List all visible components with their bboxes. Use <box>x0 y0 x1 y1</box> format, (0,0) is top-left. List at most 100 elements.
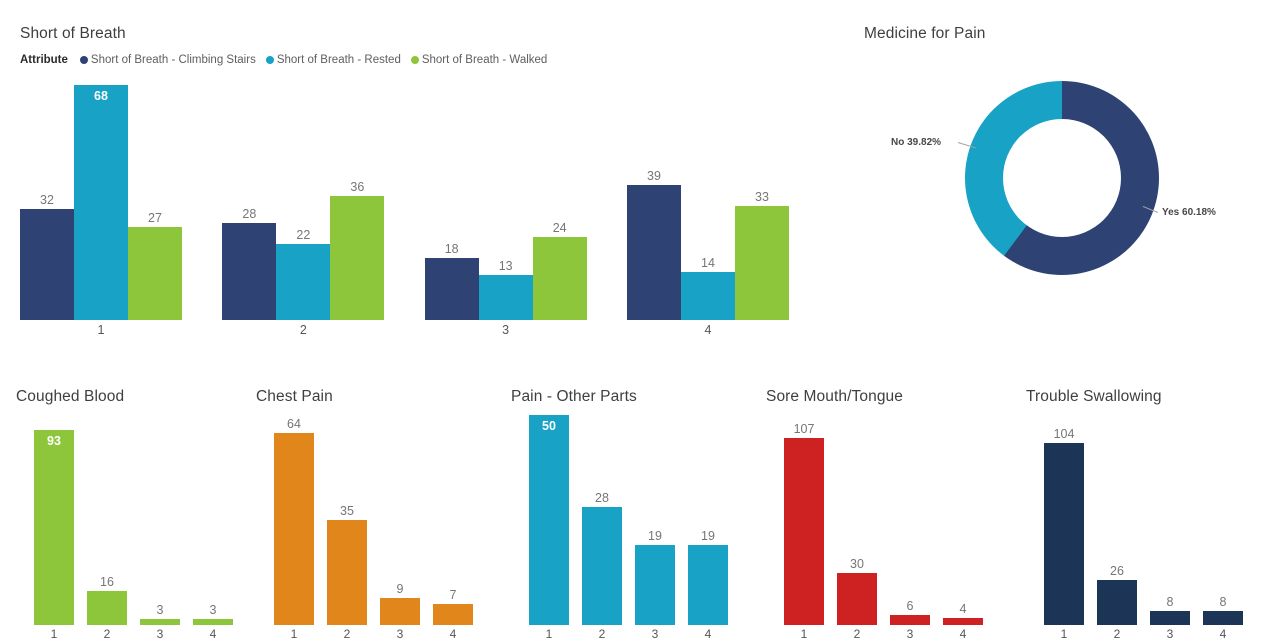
value-label: 36 <box>350 179 365 194</box>
x-tick-label: 4 <box>704 323 712 337</box>
legend-item-walked[interactable]: Short of Breath - Walked <box>410 54 548 66</box>
bar[interactable]: 27 <box>128 211 182 320</box>
coughed-blood-chart: Coughed Blood 93 16 3 3 1 2 3 4 <box>0 376 250 641</box>
value-label: 68 <box>94 89 108 103</box>
bar[interactable]: 6 <box>890 599 930 625</box>
bar[interactable]: 68 <box>74 85 128 320</box>
value-label: 9 <box>396 582 404 596</box>
legend-dot-icon <box>410 56 419 64</box>
bar-group: 18 13 24 <box>424 85 587 320</box>
bar[interactable]: 33 <box>734 190 789 320</box>
bar[interactable]: 32 <box>20 193 74 320</box>
x-tick-label: 3 <box>1166 627 1174 641</box>
value-label: 28 <box>595 491 609 506</box>
bar-plot: 104 26 8 8 <box>1044 415 1243 625</box>
donut-ring[interactable] <box>965 81 1159 275</box>
bar[interactable]: 107 <box>784 422 824 625</box>
value-label: 3 <box>156 602 164 617</box>
value-label: 33 <box>755 189 769 204</box>
short-of-breath-title: Short of Breath <box>20 25 126 42</box>
x-tick-label: 2 <box>598 627 606 641</box>
bar[interactable]: 9 <box>380 582 420 625</box>
x-tick-label: 3 <box>396 627 404 641</box>
value-label: 104 <box>1053 427 1075 441</box>
x-axis: 1 2 3 4 <box>784 627 983 641</box>
bar[interactable]: 8 <box>1150 595 1190 625</box>
value-label: 18 <box>444 241 459 256</box>
bar[interactable]: 4 <box>943 602 983 625</box>
x-tick-label: 4 <box>1219 627 1227 641</box>
bar[interactable]: 104 <box>1044 427 1084 625</box>
legend-label: Short of Breath - Walked <box>421 54 548 66</box>
bar[interactable]: 30 <box>837 557 877 625</box>
grouped-x-axis: 1 2 3 4 <box>20 323 789 337</box>
bar[interactable]: 35 <box>327 504 367 625</box>
slice-label-no: No 39.82% <box>891 137 942 148</box>
legend-item-climbing-stairs[interactable]: Short of Breath - Climbing Stairs <box>79 54 256 66</box>
x-tick-label: 3 <box>502 323 510 337</box>
bar[interactable]: 28 <box>222 207 277 320</box>
pain-other-parts-title: Pain - Other Parts <box>511 388 637 405</box>
bar[interactable]: 64 <box>274 417 314 625</box>
bar[interactable]: 26 <box>1097 564 1137 625</box>
bar[interactable]: 14 <box>680 256 735 320</box>
x-tick-label: 3 <box>156 627 164 641</box>
x-tick-label: 4 <box>449 627 457 641</box>
value-label: 22 <box>296 227 311 242</box>
x-tick-label: 1 <box>97 323 105 337</box>
coughed-blood-title: Coughed Blood <box>16 388 125 405</box>
value-label: 24 <box>552 221 567 236</box>
bar[interactable]: 7 <box>433 588 473 625</box>
value-label: 93 <box>47 433 61 448</box>
sore-mouth-tongue-title: Sore Mouth/Tongue <box>766 388 903 405</box>
value-label: 32 <box>40 193 54 208</box>
bar[interactable]: 3 <box>193 603 233 625</box>
bar[interactable]: 19 <box>635 529 675 625</box>
value-label: 3 <box>209 602 217 617</box>
donut-hole <box>1003 119 1121 237</box>
value-label: 6 <box>906 598 914 613</box>
grouped-bar-plot: 32 68 27 28 22 36 18 13 24 39 14 33 <box>20 85 789 320</box>
bar[interactable]: 13 <box>478 259 533 320</box>
value-label: 39 <box>647 169 661 184</box>
value-label: 64 <box>287 417 301 431</box>
value-label: 13 <box>498 259 513 274</box>
bar[interactable]: 19 <box>688 529 728 625</box>
sore-mouth-tongue-chart: Sore Mouth/Tongue 107 30 6 4 1 2 3 4 <box>750 376 1000 641</box>
legend: Attribute Short of Breath - Climbing Sta… <box>20 54 547 66</box>
bar-group: 39 14 33 <box>626 85 789 320</box>
x-axis: 1 2 3 4 <box>529 627 728 641</box>
bar[interactable]: 28 <box>582 491 622 625</box>
x-tick-label: 2 <box>1113 627 1121 641</box>
x-tick-label: 2 <box>343 627 351 641</box>
bar[interactable]: 39 <box>626 169 681 320</box>
x-tick-label: 4 <box>704 627 712 641</box>
bar-group: 28 22 36 <box>222 85 385 320</box>
value-label: 28 <box>242 207 257 222</box>
x-tick-label: 2 <box>103 627 111 641</box>
bar[interactable]: 22 <box>276 228 331 320</box>
bar[interactable]: 8 <box>1203 595 1243 625</box>
value-label: 19 <box>648 529 662 544</box>
bar[interactable]: 18 <box>424 242 479 320</box>
bar[interactable]: 16 <box>87 575 127 625</box>
bar-plot: 107 30 6 4 <box>784 415 983 625</box>
x-tick-label: 3 <box>651 627 659 641</box>
value-label: 16 <box>100 575 114 590</box>
bar-plot: 50 28 19 19 <box>529 415 728 625</box>
value-label: 30 <box>850 556 864 571</box>
legend-item-rested[interactable]: Short of Breath - Rested <box>265 54 401 66</box>
bar-group: 32 68 27 <box>20 85 182 320</box>
x-axis: 1 2 3 4 <box>1044 627 1243 641</box>
bar-plot: 64 35 9 7 <box>274 415 473 625</box>
x-tick-label: 1 <box>1060 627 1068 641</box>
bar[interactable]: 93 <box>34 429 74 625</box>
x-axis: 1 2 3 4 <box>34 627 233 641</box>
value-label: 14 <box>701 255 715 270</box>
value-label: 107 <box>793 421 815 436</box>
bar[interactable]: 50 <box>529 415 569 625</box>
bar[interactable]: 24 <box>532 221 587 320</box>
value-label: 4 <box>959 602 967 616</box>
bar[interactable]: 36 <box>330 180 385 320</box>
bar[interactable]: 3 <box>140 603 180 625</box>
